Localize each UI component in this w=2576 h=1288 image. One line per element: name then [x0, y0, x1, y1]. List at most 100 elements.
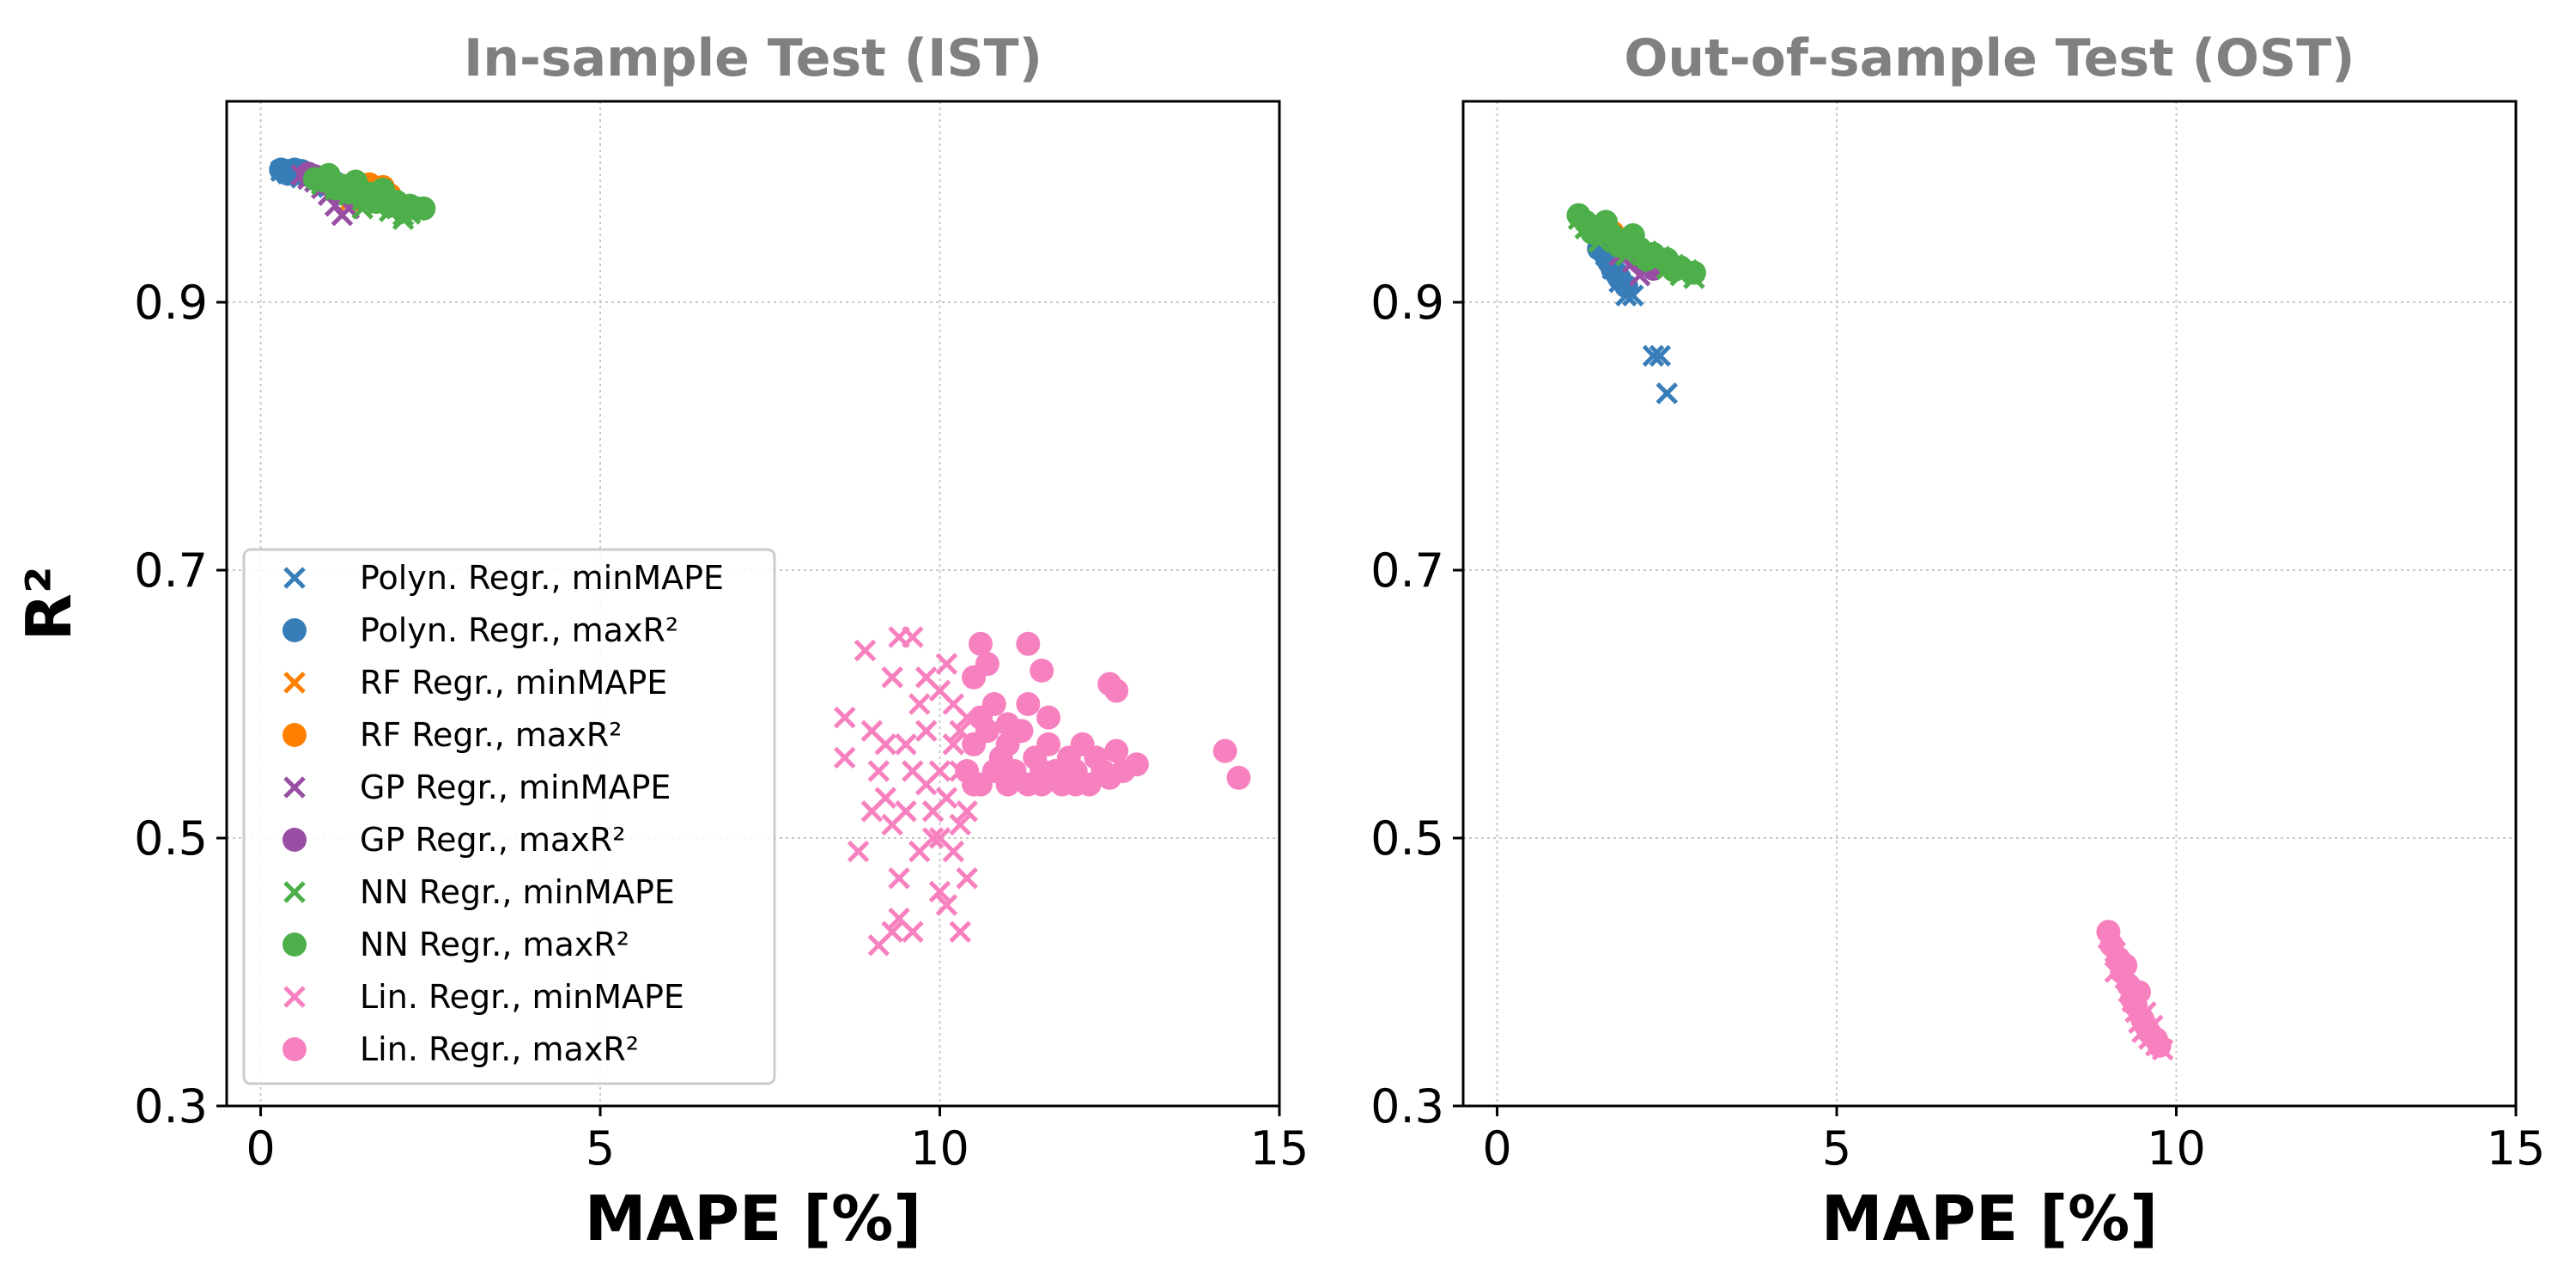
data-point [1036, 732, 1061, 756]
legend-marker [283, 1037, 307, 1061]
data-point [928, 827, 951, 849]
data-point [949, 813, 972, 836]
legend-marker [283, 881, 306, 903]
data-point [956, 867, 978, 890]
legend-entry-label: NN Regr., minMAPE [360, 873, 675, 911]
data-point [1097, 765, 1122, 790]
x-tick-label: 15 [1250, 1121, 1309, 1176]
data-point [1030, 659, 1054, 683]
data-point [370, 177, 395, 202]
series-7 [302, 162, 436, 223]
ost-panel: 0 5 10 15 0.3 0.5 0.7 0.9 Out-of-sample Test (OS… [1370, 28, 2545, 1255]
chart-title: Out-of-sample Test (OST) [1624, 28, 2354, 88]
data-point [1226, 765, 1251, 790]
data-point [1124, 752, 1149, 777]
data-point [854, 639, 877, 662]
y-tick-label: 0.5 [1370, 811, 1444, 866]
y-tick-label: 0.3 [134, 1079, 208, 1133]
x-tick-label: 10 [2147, 1121, 2206, 1176]
data-point [975, 652, 999, 677]
data-point [1634, 247, 1659, 272]
data-point [1016, 692, 1041, 716]
plot-frame [225, 100, 1281, 1108]
data-point [2113, 953, 2138, 978]
data-point [935, 653, 958, 675]
legend-marker [283, 776, 306, 799]
data-point [2147, 1033, 2172, 1058]
data-point [834, 706, 856, 729]
series-8 [834, 626, 978, 957]
legend: Polyn. Regr., minMAPE Polyn. Regr., maxR²… [242, 548, 776, 1085]
data-point [1104, 678, 1129, 703]
data-point [995, 712, 1020, 737]
data-point [847, 840, 870, 863]
legend-marker [283, 828, 307, 852]
data-point [949, 920, 972, 943]
data-point [942, 733, 965, 756]
data-point [968, 631, 993, 656]
data-point [1649, 344, 1672, 368]
data-point [1603, 260, 1628, 285]
legend-entry-label: RF Regr., maxR² [360, 716, 622, 754]
data-point [921, 827, 945, 849]
data-point [902, 626, 924, 648]
data-point [908, 693, 931, 715]
legend-entry-label: GP Regr., maxR² [360, 821, 625, 859]
data-point [935, 894, 958, 916]
y-tick-label: 0.3 [1370, 1079, 1444, 1133]
data-point [2127, 980, 2152, 1005]
data-point [902, 920, 924, 943]
legend-entry-label: GP Regr., minMAPE [360, 769, 671, 806]
data-point [343, 169, 368, 194]
scatter-points [269, 157, 1251, 957]
data-point [867, 760, 890, 782]
ist-panel: 0 5 10 15 0.3 0.5 0.7 0.9 In-sample Test (IST) MA… [13, 28, 1309, 1255]
data-point [895, 800, 917, 823]
data-point [1036, 705, 1061, 730]
data-point [316, 162, 341, 187]
data-point [1104, 738, 1129, 763]
y-tick-label: 0.9 [1370, 276, 1444, 330]
plot-frame [1461, 100, 2518, 1108]
data-point [404, 196, 429, 221]
scatter-points [1566, 203, 2174, 1061]
data-point [1594, 210, 1619, 234]
legend-marker [283, 567, 306, 589]
data-point [1662, 258, 1686, 283]
series-9 [2096, 920, 2172, 1058]
data-point [1681, 260, 1706, 285]
x-tick-label: 0 [246, 1121, 275, 1176]
legend-entry-label: RF Regr., minMAPE [360, 664, 667, 702]
y-axis-label: R² [13, 567, 85, 641]
legend-box [242, 548, 776, 1085]
x-axis-label: MAPE [%] [1821, 1182, 2158, 1255]
data-point [956, 800, 978, 823]
data-point [1063, 772, 1088, 797]
data-point [874, 733, 897, 756]
legend-entry-label: Polyn. Regr., maxR² [360, 611, 678, 649]
data-point [1212, 738, 1237, 763]
chart-title: In-sample Test (IST) [464, 28, 1042, 88]
data-point [962, 772, 987, 797]
data-point [914, 720, 938, 742]
x-tick-label: 15 [2487, 1121, 2546, 1176]
data-point [995, 772, 1020, 797]
data-point [860, 800, 884, 823]
data-point [1016, 631, 1041, 656]
legend-marker [283, 723, 307, 747]
series-7 [1566, 203, 1706, 285]
y-tick-label: 0.5 [134, 811, 208, 866]
data-point [1656, 382, 1679, 404]
legend-entry-label: Lin. Regr., maxR² [360, 1030, 639, 1068]
legend-entry-label: NN Regr., maxR² [360, 926, 629, 963]
legend-entry-label: Polyn. Regr., minMAPE [360, 559, 724, 597]
legend-marker [283, 986, 306, 1008]
x-tick-label: 5 [1822, 1121, 1851, 1176]
legend-marker [283, 933, 307, 957]
data-point [935, 787, 958, 809]
y-tick-label: 0.7 [134, 544, 208, 598]
y-tick-label: 0.7 [1370, 544, 1444, 598]
data-point [895, 733, 917, 756]
legend-entry-label: Lin. Regr., minMAPE [360, 978, 684, 1016]
y-tick-label: 0.9 [134, 276, 208, 330]
